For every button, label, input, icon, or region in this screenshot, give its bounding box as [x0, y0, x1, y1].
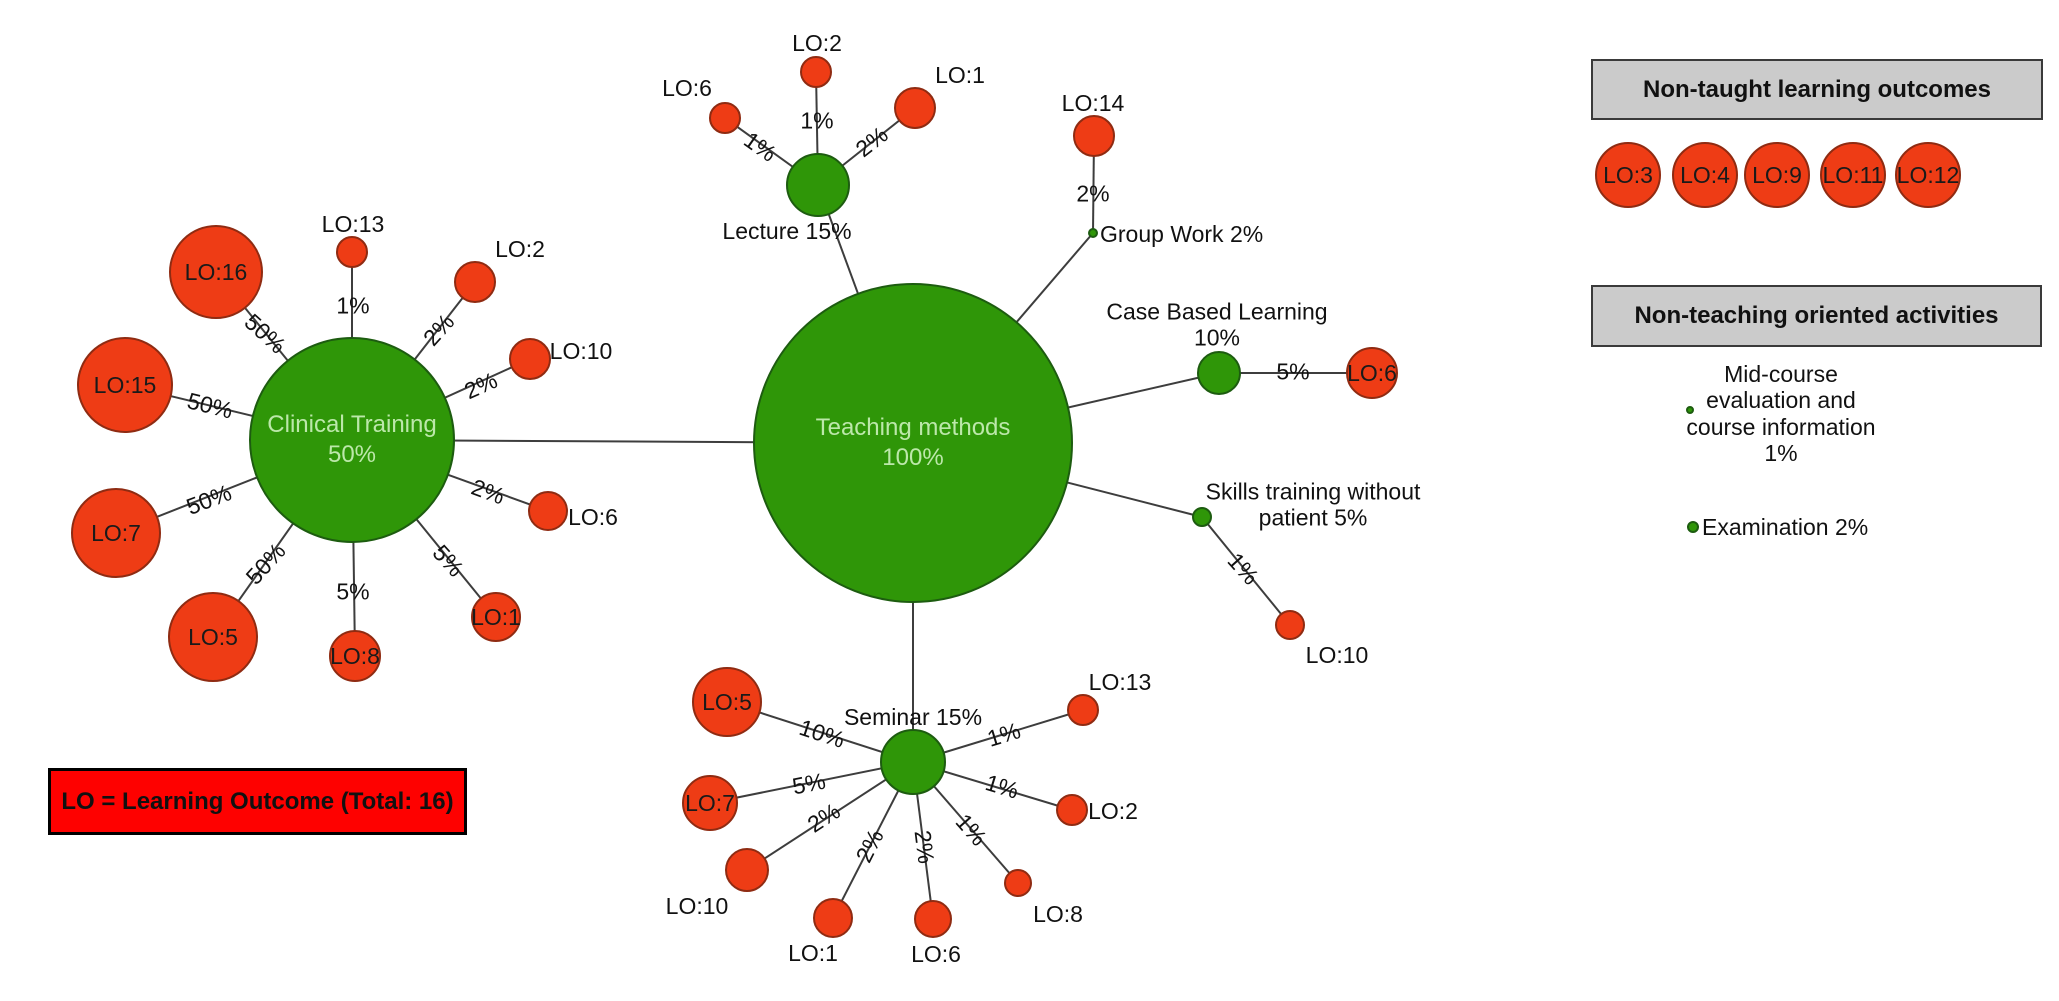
node-cl-lo13: [336, 236, 368, 268]
node-examination: [1687, 521, 1699, 533]
node-ext-label-sem-lo13: LO:13: [1088, 668, 1152, 695]
node-ext-label-lec-lo1: LO:1: [935, 61, 985, 88]
edge-label-clinical-cl-lo13: 1%: [336, 292, 370, 319]
node-sem-lo10: [725, 848, 769, 892]
node-cl-lo15: LO:15: [77, 337, 173, 433]
edge-label-lecture-lec-lo2: 1%: [800, 107, 834, 134]
node-nt-lo3: LO:3: [1595, 142, 1661, 208]
edge-label-clinical-cl-lo8: 5%: [336, 578, 370, 605]
node-ext-label-sk-lo10: LO:10: [1305, 641, 1369, 668]
node-label-nt-lo9: LO:9: [1752, 161, 1802, 188]
node-ext-label-sem-lo8: LO:8: [1033, 900, 1083, 927]
node-ext-label-midcourse: Mid-course evaluation and course informa…: [1686, 361, 1876, 467]
node-ext-label-sem-lo10: LO:10: [665, 892, 729, 919]
node-label-sem-lo7: LO:7: [685, 789, 735, 816]
node-label-cl-lo1: LO:1: [471, 603, 521, 630]
node-sem-lo13: [1067, 694, 1099, 726]
node-lecture: [786, 153, 850, 217]
node-ext-label-lec-lo2: LO:2: [792, 29, 842, 56]
node-cl-lo2: [454, 261, 496, 303]
node-cl-lo10: [509, 338, 551, 380]
node-sem-lo1: [813, 898, 853, 938]
node-label-cl-lo16: LO:16: [184, 258, 248, 285]
node-ext-label-sem-lo2: LO:2: [1088, 797, 1138, 824]
node-nt-lo9: LO:9: [1744, 142, 1810, 208]
node-cl-lo6: [528, 491, 568, 531]
edge-skills-sk-lo10: [1201, 516, 1291, 626]
node-ext-label-cl-lo13: LO:13: [321, 210, 385, 237]
node-nt-lo11: LO:11: [1820, 142, 1886, 208]
legend-box: LO = Learning Outcome (Total: 16): [48, 768, 467, 835]
node-ext-label-lec-lo6: LO:6: [662, 74, 712, 101]
node-lec-lo1: [894, 87, 936, 129]
node-label-sem-lo5: LO:5: [702, 688, 752, 715]
node-label-nt-lo4: LO:4: [1680, 161, 1730, 188]
node-label-cb-lo6: LO:6: [1347, 359, 1397, 386]
node-cl-lo1: LO:1: [471, 592, 521, 642]
node-label-cl-lo7: LO:7: [91, 519, 141, 546]
node-ext-label-skills: Skills training without patient 5%: [1205, 478, 1421, 531]
node-cl-lo5: LO:5: [168, 592, 258, 682]
node-teaching: Teaching methods 100%: [753, 283, 1073, 603]
node-seminar: [880, 729, 946, 795]
node-gw-lo14: [1073, 115, 1115, 157]
node-sem-lo8: [1004, 869, 1032, 897]
node-cl-lo8: LO:8: [329, 630, 381, 682]
node-label-nt-lo3: LO:3: [1603, 161, 1653, 188]
node-ext-label-sem-lo6: LO:6: [911, 940, 961, 967]
edge-label-seminar-sem-lo6: 2%: [909, 828, 940, 866]
node-nt-lo12: LO:12: [1895, 142, 1961, 208]
edge-label-groupwork-gw-lo14: 2%: [1076, 180, 1110, 207]
node-label-cl-lo15: LO:15: [93, 371, 157, 398]
node-sem-lo6: [914, 900, 952, 938]
node-lec-lo6: [709, 102, 741, 134]
node-casebased: [1197, 351, 1241, 395]
node-ext-label-cl-lo2: LO:2: [495, 235, 545, 262]
node-sem-lo5: LO:5: [692, 667, 762, 737]
panel-header-non-teaching-oriented-activities: Non-teaching oriented activities: [1591, 285, 2042, 347]
node-lec-lo2: [800, 56, 832, 88]
node-label-nt-lo11: LO:11: [1822, 161, 1884, 188]
node-cb-lo6: LO:6: [1346, 347, 1398, 399]
panel-header-non-taught-learning-outcomes: Non-taught learning outcomes: [1591, 59, 2043, 120]
node-label-teaching: Teaching methods 100%: [815, 414, 1011, 471]
node-label-clinical: Clinical Training 50%: [267, 411, 437, 468]
node-groupwork: [1088, 228, 1098, 238]
node-cl-lo16: LO:16: [169, 225, 263, 319]
edge-seminar-sem-lo7: [709, 761, 914, 804]
node-cl-lo7: LO:7: [71, 488, 161, 578]
node-ext-label-groupwork: Group Work 2%: [1100, 220, 1264, 247]
node-clinical: Clinical Training 50%: [249, 337, 455, 543]
node-sk-lo10: [1275, 610, 1305, 640]
node-sem-lo7: LO:7: [682, 775, 738, 831]
node-label-cl-lo8: LO:8: [330, 642, 380, 669]
node-ext-label-sem-lo1: LO:1: [788, 939, 838, 966]
edge-label-casebased-cb-lo6: 5%: [1276, 358, 1310, 385]
node-ext-label-seminar: Seminar 15%: [843, 703, 983, 730]
node-ext-label-casebased: Case Based Learning 10%: [1106, 298, 1328, 351]
node-ext-label-cl-lo6: LO:6: [568, 503, 618, 530]
node-ext-label-examination: Examination 2%: [1702, 513, 1869, 540]
node-nt-lo4: LO:4: [1672, 142, 1738, 208]
node-ext-label-cl-lo10: LO:10: [549, 337, 613, 364]
node-midcourse: [1686, 406, 1694, 414]
node-ext-label-gw-lo14: LO:14: [1061, 89, 1125, 116]
node-skills: [1192, 507, 1212, 527]
node-ext-label-lecture: Lecture 15%: [722, 217, 852, 244]
node-label-cl-lo5: LO:5: [188, 623, 238, 650]
node-sem-lo2: [1056, 794, 1088, 826]
node-label-nt-lo12: LO:12: [1896, 161, 1960, 188]
